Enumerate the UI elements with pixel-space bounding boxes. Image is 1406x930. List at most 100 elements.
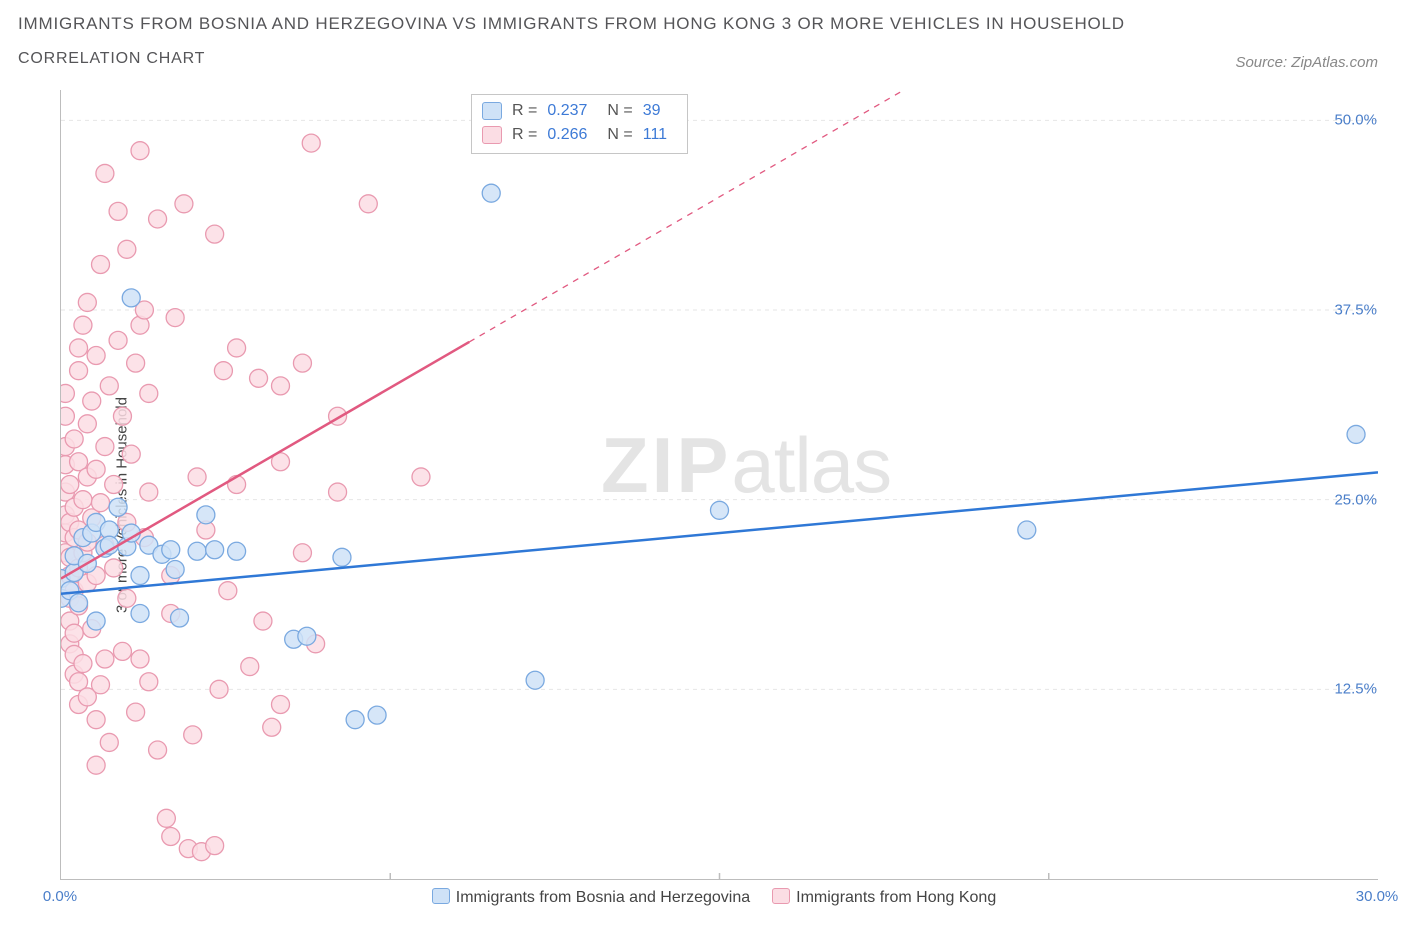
data-point: [70, 362, 88, 380]
data-point: [118, 589, 136, 607]
y-tick-label: 12.5%: [1327, 681, 1377, 698]
data-point: [526, 671, 544, 689]
data-point: [131, 604, 149, 622]
y-tick-label: 50.0%: [1327, 112, 1377, 129]
data-point: [214, 362, 232, 380]
data-point: [113, 642, 131, 660]
data-point: [206, 225, 224, 243]
r-value: 0.266: [547, 123, 587, 147]
data-point: [87, 612, 105, 630]
title-line-1: IMMIGRANTS FROM BOSNIA AND HERZEGOVINA V…: [18, 14, 1125, 34]
bottom-legend: Immigrants from Bosnia and Herzegovina Im…: [18, 888, 1388, 907]
stats-row: R = 0.266 N = 111: [482, 123, 677, 147]
data-point: [140, 673, 158, 691]
data-point: [359, 195, 377, 213]
data-point: [70, 339, 88, 357]
data-point: [219, 582, 237, 600]
data-point: [118, 240, 136, 258]
data-point: [87, 460, 105, 478]
data-point: [188, 542, 206, 560]
data-point: [92, 494, 110, 512]
data-point: [228, 339, 246, 357]
n-value: 39: [643, 99, 661, 123]
data-point: [157, 809, 175, 827]
y-tick-label: 25.0%: [1327, 491, 1377, 508]
legend-label: Immigrants from Bosnia and Herzegovina: [456, 889, 750, 906]
data-point: [131, 567, 149, 585]
data-point: [171, 609, 189, 627]
data-point: [122, 445, 140, 463]
chart-container: 3 or more Vehicles in Household ZIPatlas…: [18, 90, 1388, 920]
data-point: [113, 407, 131, 425]
data-point: [87, 711, 105, 729]
data-point: [197, 506, 215, 524]
legend-swatch: [482, 102, 502, 120]
data-point: [188, 468, 206, 486]
data-point: [109, 331, 127, 349]
data-point: [74, 655, 92, 673]
plot-area: ZIPatlas R =0.237N =39R =0.266N =111: [60, 90, 1378, 880]
data-point: [87, 756, 105, 774]
data-point: [206, 541, 224, 559]
data-point: [166, 309, 184, 327]
data-point: [96, 650, 114, 668]
legend-label: Immigrants from Hong Kong: [796, 889, 996, 906]
data-point: [272, 377, 290, 395]
chart-title: IMMIGRANTS FROM BOSNIA AND HERZEGOVINA V…: [18, 14, 1125, 68]
data-point: [1347, 425, 1365, 443]
data-point: [61, 407, 74, 425]
data-point: [131, 142, 149, 160]
data-point: [412, 468, 430, 486]
n-label: N =: [607, 123, 632, 147]
data-point: [96, 438, 114, 456]
legend-swatch: [482, 126, 502, 144]
data-point: [100, 733, 118, 751]
data-point: [74, 491, 92, 509]
data-point: [228, 542, 246, 560]
data-point: [368, 706, 386, 724]
data-point: [206, 837, 224, 855]
data-point: [149, 210, 167, 228]
data-point: [92, 676, 110, 694]
data-point: [210, 680, 228, 698]
data-point: [162, 828, 180, 846]
data-point: [293, 354, 311, 372]
data-point: [78, 293, 96, 311]
data-point: [162, 541, 180, 559]
data-point: [61, 384, 74, 402]
trend-line: [61, 472, 1378, 593]
data-point: [61, 476, 79, 494]
data-point: [346, 711, 364, 729]
source-label: Source: ZipAtlas.com: [1235, 54, 1378, 71]
title-line-2: CORRELATION CHART: [18, 50, 1125, 68]
data-point: [109, 202, 127, 220]
chart-svg: [61, 90, 1378, 879]
data-point: [241, 658, 259, 676]
data-point: [293, 544, 311, 562]
data-point: [166, 560, 184, 578]
data-point: [122, 289, 140, 307]
data-point: [105, 476, 123, 494]
data-point: [96, 164, 114, 182]
data-point: [65, 624, 83, 642]
data-point: [333, 548, 351, 566]
data-point: [83, 392, 101, 410]
n-label: N =: [607, 99, 632, 123]
r-label: R =: [512, 99, 537, 123]
n-value: 111: [643, 123, 667, 147]
data-point: [175, 195, 193, 213]
stats-legend-box: R =0.237N =39R =0.266N =111: [471, 94, 688, 154]
y-tick-label: 37.5%: [1327, 302, 1377, 319]
r-label: R =: [512, 123, 537, 147]
data-point: [302, 134, 320, 152]
data-point: [250, 369, 268, 387]
data-point: [263, 718, 281, 736]
data-point: [184, 726, 202, 744]
data-point: [74, 316, 92, 334]
stats-row: R =0.237N =39: [482, 99, 677, 123]
legend-swatch: [432, 888, 450, 904]
data-point: [149, 741, 167, 759]
data-point: [140, 483, 158, 501]
data-point: [92, 255, 110, 273]
data-point: [78, 415, 96, 433]
